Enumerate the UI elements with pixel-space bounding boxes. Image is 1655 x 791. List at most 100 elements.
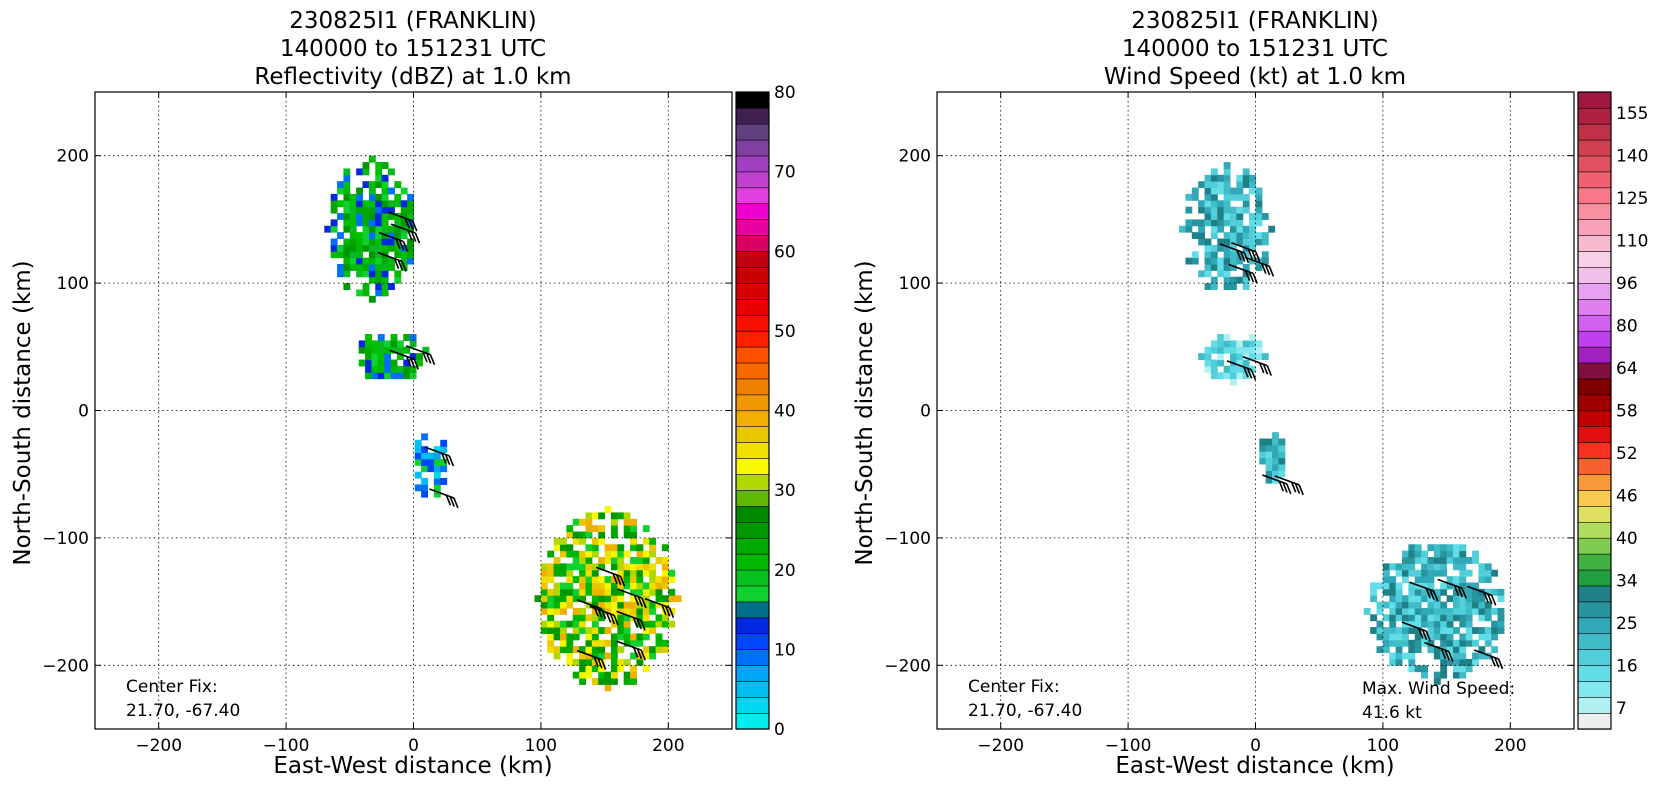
panel1-echo-cell xyxy=(642,537,650,545)
panel2-echo-cell xyxy=(1421,614,1428,622)
panel2-echo-cell xyxy=(1427,595,1435,603)
panel1-echo-cell xyxy=(362,213,370,220)
panel2-echo-cell xyxy=(1230,263,1237,271)
panel2-echo-cell xyxy=(1255,200,1263,208)
panel2-title-line2: 140000 to 151231 UTC xyxy=(1122,36,1388,62)
panel2-echo-cell xyxy=(1265,451,1273,459)
panel1-echo-cell xyxy=(343,283,351,290)
panel1-echo-cell xyxy=(598,537,606,545)
panel1-echo-cell xyxy=(560,582,567,590)
panel2-colorbar-swatch xyxy=(1577,505,1612,523)
panel2-echo-cell xyxy=(1242,174,1250,182)
panel2-echo-cell xyxy=(1414,646,1422,654)
panel2-echo-cell xyxy=(1459,658,1467,666)
panel2-echo-cell xyxy=(1491,607,1499,615)
panel2-echo-cell xyxy=(1408,563,1416,571)
panel1-echo-cell xyxy=(598,582,606,590)
panel1-echo-cell xyxy=(623,639,631,647)
panel1-echo-cell xyxy=(388,187,395,195)
panel1-echo-cell xyxy=(362,219,370,227)
panel2-echo-cell xyxy=(1427,544,1435,552)
panel2-center-fix-value: 21.70, -67.40 xyxy=(968,701,1082,721)
panel2-echo-cell xyxy=(1408,658,1416,666)
panel1-echo-cell xyxy=(381,263,389,271)
panel1-echo-cell xyxy=(649,550,657,558)
panel2-echo-cell xyxy=(1249,365,1256,373)
panel2-colorbar-swatch xyxy=(1577,107,1612,125)
panel1-echo-cell xyxy=(362,232,370,240)
panel1-echo-cell xyxy=(617,658,625,666)
panel2-echo-cell xyxy=(1265,444,1273,452)
panel2-echo-cell xyxy=(1185,193,1193,201)
panel1-echo-cell xyxy=(585,518,593,526)
panel2-echo-cell xyxy=(1459,607,1467,615)
panel2-echo-cell xyxy=(1249,346,1256,354)
panel2-echo-cell xyxy=(1265,464,1273,471)
panel1-echo-cell xyxy=(540,607,548,615)
panel2-echo-cell xyxy=(1472,601,1479,609)
panel1-echo-cell xyxy=(649,601,657,609)
panel1-echo-cell xyxy=(604,678,612,685)
panel1-echo-cell xyxy=(649,607,657,615)
panel2-echo-cell xyxy=(1204,359,1212,367)
panel2-echo-cell xyxy=(1204,251,1212,259)
panel1-echo-cell xyxy=(655,639,663,647)
panel1-echo-cell xyxy=(368,257,376,265)
panel2-echo-cell xyxy=(1210,257,1218,265)
panel1-echo-cell xyxy=(362,283,370,290)
panel1-echo-cell xyxy=(368,193,376,201)
panel2-echo-cell xyxy=(1261,238,1269,246)
panel2-echo-cell xyxy=(1465,601,1473,609)
panel2-echo-cell xyxy=(1230,206,1237,214)
panel2-echo-cell xyxy=(1427,620,1435,628)
panel2-echo-cell xyxy=(1223,232,1231,240)
panel2-echo-cell xyxy=(1223,334,1231,341)
panel1-colorbar-tick-label: 80 xyxy=(774,83,796,103)
panel1-echo-cell xyxy=(390,365,398,373)
panel1-echo-cell xyxy=(407,206,414,214)
panel1-echo-cell xyxy=(421,465,429,473)
panel2-echo-cell xyxy=(1465,665,1473,673)
panel1-echo-cell xyxy=(617,627,625,634)
panel1-echo-cell xyxy=(547,576,555,583)
panel1-echo-cell xyxy=(655,576,663,583)
panel1-echo-cell xyxy=(377,353,385,361)
panel1-colorbar-swatch xyxy=(735,91,770,109)
panel1-echo-cell xyxy=(642,627,650,634)
panel2-echo-cell xyxy=(1402,614,1409,622)
panel2-echo-cell xyxy=(1223,219,1231,227)
panel2-echo-cell xyxy=(1230,276,1237,284)
panel1-echo-cell xyxy=(636,576,644,583)
panel1-echo-cell xyxy=(421,484,429,492)
panel1-y-tick-label: 100 xyxy=(57,274,89,294)
panel1-echo-cell xyxy=(553,633,561,641)
panel2-echo-cell xyxy=(1389,588,1397,596)
panel2-echo-cell xyxy=(1478,563,1486,571)
panel2-echo-cell xyxy=(1459,620,1467,628)
panel2-colorbar-swatch xyxy=(1577,123,1612,141)
panel2-echo-cell xyxy=(1230,372,1237,380)
panel2-echo-cell xyxy=(1204,219,1212,227)
panel1-echo-cell xyxy=(649,582,657,590)
panel1-echo-cell xyxy=(362,263,370,271)
panel1-echo-cell xyxy=(368,213,376,220)
panel2-echo-cell xyxy=(1433,607,1441,615)
panel2-echo-cell xyxy=(1230,257,1237,265)
panel2-echo-cell xyxy=(1382,582,1390,590)
panel2-echo-cell xyxy=(1261,353,1269,361)
panel1-echo-cell xyxy=(381,181,389,189)
panel1-colorbar-swatch xyxy=(735,187,770,205)
panel1-colorbar-swatch xyxy=(735,521,770,539)
panel2-echo-cell xyxy=(1402,563,1409,571)
panel2-echo-cell xyxy=(1446,614,1454,622)
panel2-echo-cell xyxy=(1452,563,1460,571)
panel1-echo-cell xyxy=(636,557,644,564)
panel2-echo-cell xyxy=(1389,576,1397,583)
panel1-echo-cell xyxy=(623,569,631,577)
panel2-echo-cell xyxy=(1446,550,1454,558)
panel2-echo-cell xyxy=(1230,238,1237,246)
panel1-echo-cell xyxy=(560,601,567,609)
panel1-echo-cell xyxy=(604,601,612,609)
panel1-echo-cell xyxy=(591,601,599,609)
panel1-echo-cell xyxy=(591,639,599,647)
